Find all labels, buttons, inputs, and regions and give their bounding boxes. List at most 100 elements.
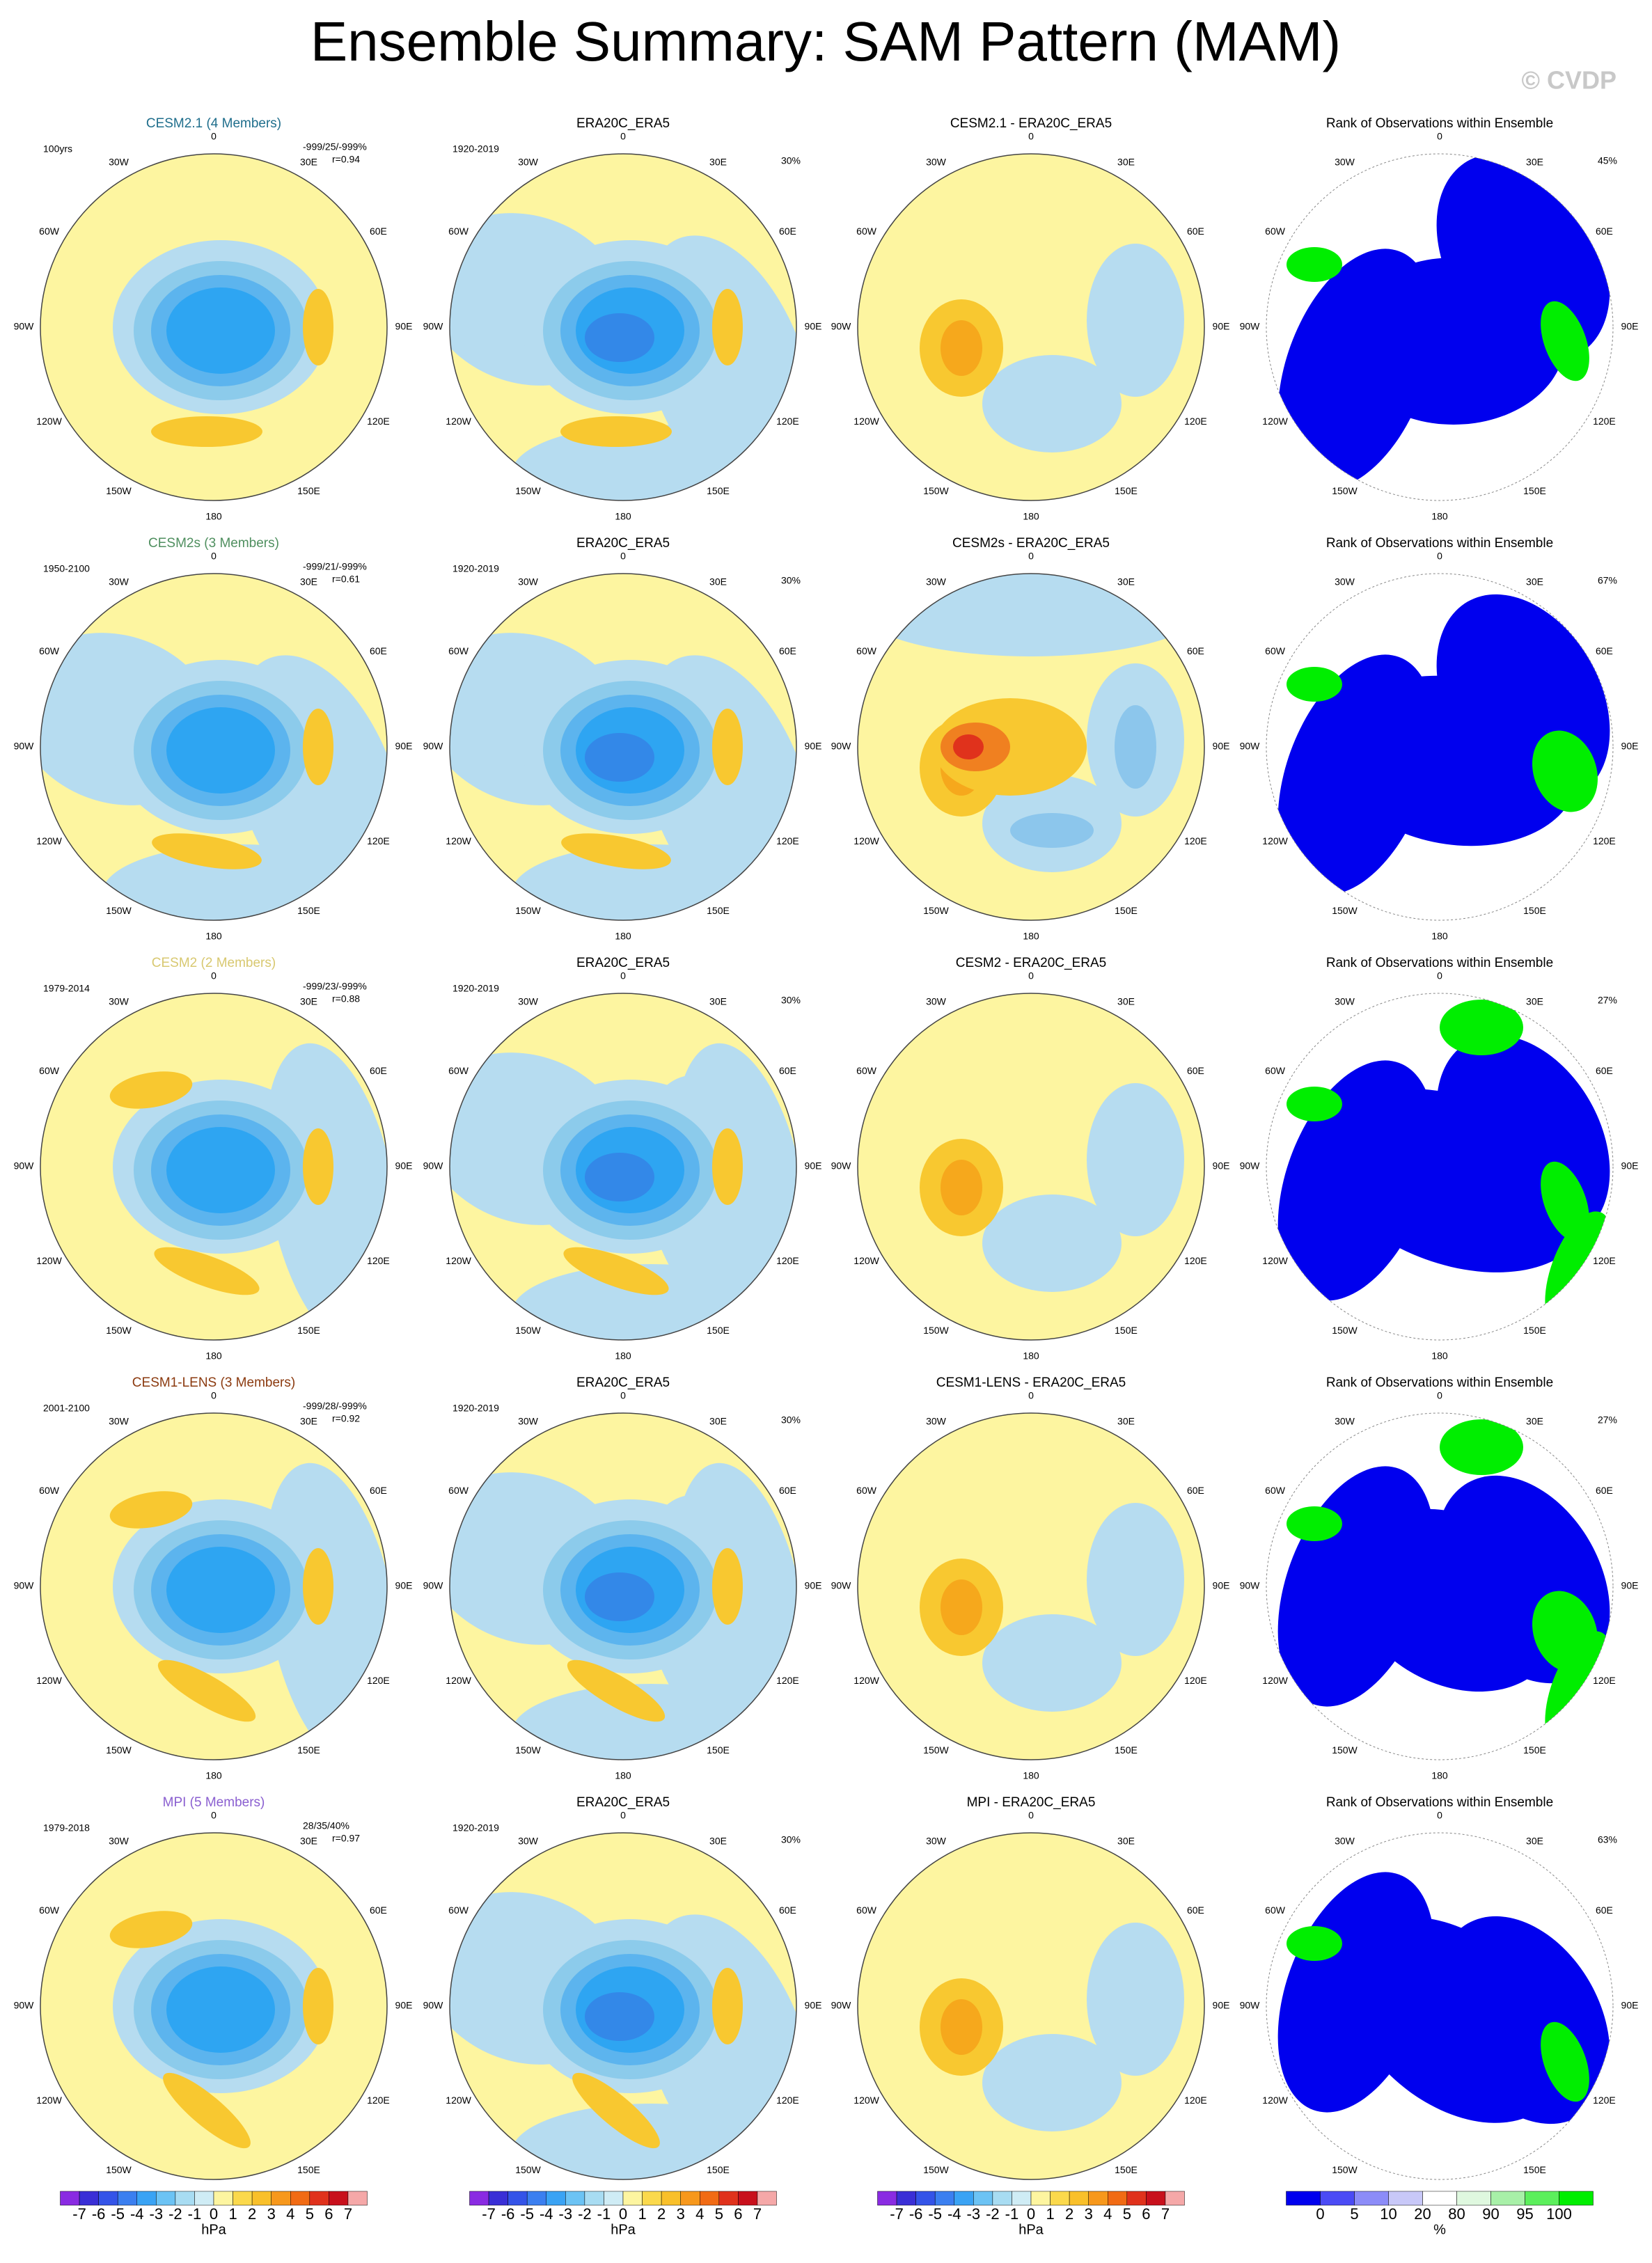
longitude-label: 150E <box>707 2164 730 2175</box>
contour-region <box>1440 1000 1523 1055</box>
longitude-label: 120E <box>1593 1675 1616 1686</box>
map <box>450 1413 796 1760</box>
longitude-label: 0 <box>1437 551 1442 562</box>
map <box>450 574 796 920</box>
panel-title: ERA20C_ERA5 <box>576 1375 670 1390</box>
contour-region <box>1287 1926 1342 1961</box>
rank-pct: 45% <box>1598 155 1617 166</box>
colorbar-label: 1 <box>228 2205 237 2223</box>
colorbar-label: 2 <box>1065 2205 1073 2223</box>
longitude-label: 150W <box>106 1744 132 1756</box>
contour-region <box>1115 705 1156 789</box>
colorbar-label: 5 <box>1123 2205 1131 2223</box>
longitude-label: 60W <box>1265 645 1286 656</box>
contour-region <box>941 1160 982 1215</box>
longitude-label: 60W <box>1265 1485 1286 1496</box>
rank-pct: 27% <box>1598 995 1617 1006</box>
longitude-label: 0 <box>1437 1390 1442 1401</box>
longitude-label: 120E <box>776 2095 799 2106</box>
longitude-label: 90E <box>1621 2000 1639 2011</box>
longitude-label: 120E <box>367 416 390 427</box>
colorbar-label: 10 <box>1380 2205 1397 2223</box>
longitude-label: 120E <box>1184 416 1207 427</box>
longitude-label: 30W <box>518 1415 539 1426</box>
longitude-label: 0 <box>620 970 626 981</box>
longitude-label: 60E <box>1187 1065 1204 1076</box>
colorbar-box <box>347 2191 368 2206</box>
longitude-label: 150E <box>707 905 730 916</box>
colorbar-box <box>1320 2191 1355 2206</box>
contour-region <box>303 709 333 785</box>
longitude-label: 60E <box>1596 1485 1613 1496</box>
colorbar-box <box>1050 2191 1070 2206</box>
colorbar-box <box>680 2191 700 2206</box>
panel-title: Rank of Observations within Ensemble <box>1326 116 1553 131</box>
longitude-label: 90W <box>14 321 35 332</box>
colorbar-label: 80 <box>1448 2205 1465 2223</box>
longitude-label: 30W <box>109 156 129 167</box>
contour-region <box>712 1968 743 2044</box>
colorbar-box <box>1165 2191 1185 2206</box>
longitude-label: 180 <box>615 1770 631 1781</box>
colorbar-box <box>915 2191 936 2206</box>
colorbar-box <box>992 2191 1012 2206</box>
colorbar-box <box>156 2191 176 2206</box>
longitude-label: 60W <box>448 1065 469 1076</box>
colorbar-label: 100 <box>1546 2205 1572 2223</box>
longitude-label: 60E <box>1187 645 1204 656</box>
longitude-label: 60E <box>370 1065 387 1076</box>
colorbar-box <box>1146 2191 1166 2206</box>
contour-region <box>1087 1083 1184 1236</box>
map <box>40 154 387 500</box>
longitude-label: 150E <box>1523 1325 1546 1336</box>
period: 1920-2019 <box>453 1822 499 1834</box>
panel-title: CESM2s (3 Members) <box>148 536 279 551</box>
contour-region <box>953 734 984 759</box>
colorbar-box <box>60 2191 80 2206</box>
colorbar-label: -5 <box>520 2205 534 2223</box>
colorbar-label: 95 <box>1516 2205 1533 2223</box>
longitude-label: 120E <box>1593 2095 1616 2106</box>
longitude-label: 30E <box>709 995 727 1007</box>
longitude-label: 30W <box>109 576 129 587</box>
colorbar-box <box>934 2191 954 2206</box>
longitude-label: 60W <box>1265 1905 1286 1916</box>
colorbar-label: -2 <box>986 2205 1000 2223</box>
longitude-label: 150W <box>515 905 541 916</box>
longitude-label: 0 <box>620 1390 626 1401</box>
longitude-label: 90W <box>423 321 444 332</box>
longitude-label: 30E <box>1117 1835 1135 1846</box>
longitude-label: 90W <box>423 1160 444 1172</box>
contour-region <box>166 1966 275 2053</box>
longitude-label: 90E <box>395 1160 413 1172</box>
contour-region <box>152 833 262 869</box>
longitude-label: 120W <box>1262 2095 1288 2106</box>
contour-region <box>109 1911 193 1948</box>
map <box>1266 993 1613 1340</box>
panel-title: CESM2.1 - ERA20C_ERA5 <box>950 116 1112 131</box>
longitude-label: 30E <box>300 156 317 167</box>
longitude-label: 90W <box>1240 2000 1261 2011</box>
colorbar-box <box>290 2191 310 2206</box>
contour-region <box>585 1992 654 2041</box>
colorbar-label: 2 <box>248 2205 256 2223</box>
longitude-label: 150W <box>515 1744 541 1756</box>
colorbar-box <box>309 2191 329 2206</box>
colorbar-label: 4 <box>1103 2205 1112 2223</box>
longitude-label: 120E <box>367 1255 390 1266</box>
longitude-label: 30W <box>926 1415 947 1426</box>
map <box>450 993 796 1340</box>
panel-title: CESM1-LENS (3 Members) <box>132 1375 295 1390</box>
longitude-label: 30E <box>1117 156 1135 167</box>
contour-region <box>303 1128 333 1205</box>
contour-region <box>585 313 654 362</box>
contour-region <box>941 1999 982 2055</box>
longitude-label: 30E <box>1117 1415 1135 1426</box>
longitude-label: 0 <box>1437 1810 1442 1821</box>
longitude-label: 60W <box>856 645 877 656</box>
longitude-label: 150W <box>1332 905 1358 916</box>
colorbar-label: 90 <box>1482 2205 1499 2223</box>
longitude-label: 90W <box>1240 1580 1261 1591</box>
longitude-label: 150E <box>1523 905 1546 916</box>
colorbar-box <box>565 2191 585 2206</box>
